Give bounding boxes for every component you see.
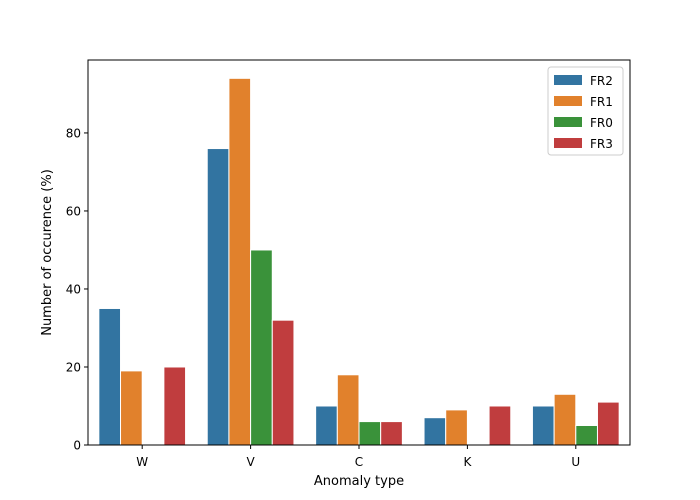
bar-fr1-c [336,374,360,446]
y-tick-label: 20 [66,360,81,374]
bars-layer [98,77,620,446]
y-axis-ticks: 0 20 40 60 80 [66,126,88,453]
bar-fr2-w [98,307,122,446]
legend-swatch-fr3 [554,138,582,148]
bar-fr3-u [596,401,620,446]
axes-layer: 0 20 40 60 80 W V C K U Anomaly type Number of o… [40,59,631,489]
x-tick-label: U [571,455,580,469]
bar-fr2-v [206,148,230,446]
bar-fr0-c [358,421,382,446]
bar-fr0-v [250,249,273,446]
bar-fr3-c [380,421,403,446]
y-axis-label: Number of occurence (%) [40,169,55,336]
legend: FR2 FR1 FR0 FR3 [547,66,624,156]
bar-fr0-u [575,424,598,446]
bar-fr3-w [163,366,187,446]
legend-label-fr1: FR1 [590,95,613,109]
y-tick-label: 40 [66,282,81,296]
legend-label-fr2: FR2 [590,74,613,88]
x-tick-label: V [246,455,255,469]
legend-label-fr3: FR3 [590,137,613,151]
legend-swatch-fr1 [554,96,582,106]
bar-fr1-u [553,393,577,446]
x-tick-label: K [463,455,472,469]
x-axis-label: Anomaly type [314,474,404,489]
bar-fr3-v [271,319,295,446]
legend-label-fr0: FR0 [590,116,613,130]
legend-swatch-fr2 [554,75,582,85]
bar-fr1-w [120,370,143,446]
y-tick-label: 0 [73,439,81,453]
bar-fr2-c [315,405,338,446]
y-tick-label: 60 [66,204,81,218]
bar-fr1-v [228,77,252,446]
bar-fr1-k [445,409,468,446]
x-tick-label: W [136,455,148,469]
legend-box [547,66,624,156]
bar-fr2-k [423,417,447,446]
bar-fr2-u [531,405,555,446]
bar-fr3-k [488,405,512,446]
legend-swatch-fr0 [554,117,582,127]
x-tick-label: C [355,455,363,469]
y-tick-label: 80 [66,126,81,140]
